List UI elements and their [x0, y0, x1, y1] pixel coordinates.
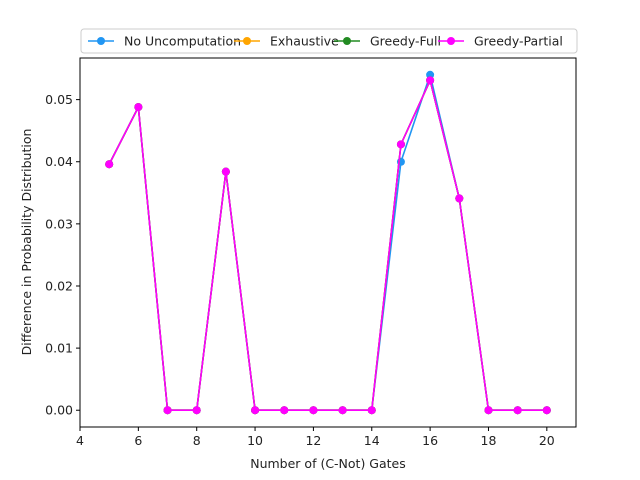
series-greedy-full [105, 76, 551, 415]
legend: No Uncomputation Exhaustive Greedy-Full Gre… [80, 28, 578, 54]
x-tick-label: 8 [193, 433, 201, 448]
y-tick-label: 0.05 [45, 92, 73, 107]
data-point [542, 406, 551, 415]
y-tick-label: 0.01 [45, 341, 73, 356]
legend-marker [97, 37, 105, 45]
x-tick-label: 10 [247, 433, 263, 448]
series-greedy-partial [105, 76, 551, 415]
data-point [309, 406, 318, 415]
x-tick-label: 4 [76, 433, 84, 448]
legend-entry: Greedy-Full [334, 34, 441, 49]
y-tick-label: 0.04 [45, 154, 73, 169]
y-axis: 0.00 0.01 0.02 0.03 0.04 0.05 [45, 92, 80, 418]
legend-entry: Exhaustive [234, 34, 339, 49]
y-tick-label: 0.00 [45, 403, 73, 418]
data-point [163, 406, 172, 415]
x-tick-label: 6 [134, 433, 142, 448]
data-point [192, 406, 201, 415]
data-point [455, 194, 464, 203]
data-point [105, 160, 114, 169]
series-line [108, 77, 547, 412]
legend-marker [447, 37, 455, 45]
data-point [484, 406, 493, 415]
data-point [338, 406, 347, 415]
legend-marker [243, 37, 251, 45]
legend-label: Greedy-Full [370, 34, 441, 49]
data-point [221, 167, 230, 176]
data-point [426, 70, 435, 79]
legend-label: Greedy-Partial [474, 34, 563, 49]
x-tick-label: 12 [305, 433, 321, 448]
legend-label: Exhaustive [270, 34, 339, 49]
x-tick-label: 18 [481, 433, 497, 448]
legend-box [80, 28, 578, 54]
x-axis: 4 6 8 10 12 14 16 18 20 [76, 427, 555, 448]
legend-marker [343, 37, 351, 45]
x-tick-label: 14 [364, 433, 380, 448]
legend-entry: Greedy-Partial [438, 34, 563, 49]
data-point [426, 76, 435, 85]
data-point [251, 406, 260, 415]
y-tick-label: 0.02 [45, 278, 73, 293]
axes-frame [79, 57, 577, 428]
x-axis-label: Number of (C-Not) Gates [250, 456, 406, 471]
data-point [280, 406, 289, 415]
data-point [367, 406, 376, 415]
plot-area [105, 70, 551, 415]
legend-entry: No Uncomputation [88, 34, 241, 49]
y-tick-label: 0.03 [45, 216, 73, 231]
data-point [396, 140, 405, 149]
series-no-uncomputation [105, 70, 551, 415]
legend-label: No Uncomputation [124, 34, 241, 49]
data-point [513, 406, 522, 415]
x-tick-label: 20 [539, 433, 555, 448]
y-axis-label: Difference in Probability Distribution [19, 129, 34, 356]
series-exhaustive [105, 76, 551, 415]
data-point [134, 103, 143, 112]
x-tick-label: 16 [422, 433, 438, 448]
